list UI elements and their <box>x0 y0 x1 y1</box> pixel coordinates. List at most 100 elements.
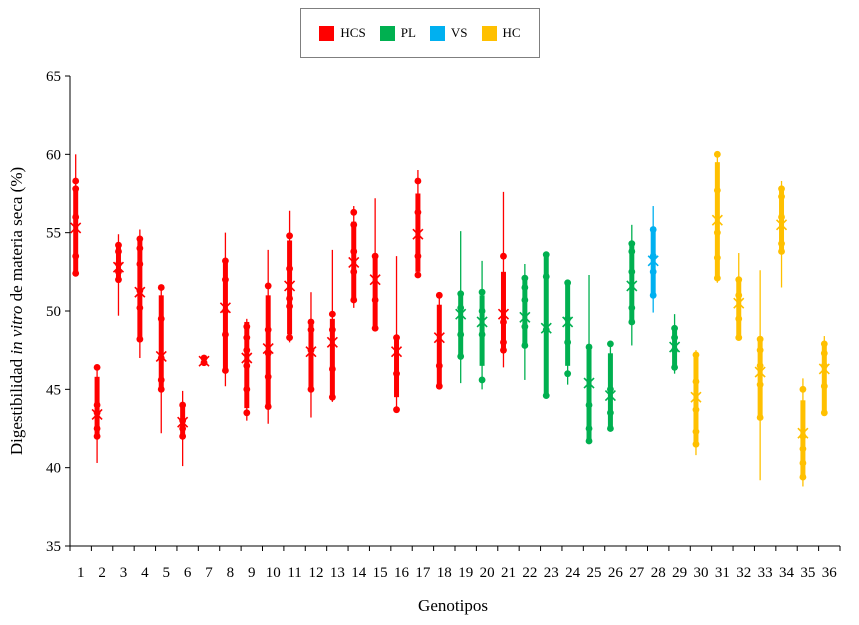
legend-swatch-pl <box>379 25 395 41</box>
data-point <box>179 401 187 409</box>
data-point <box>564 370 572 378</box>
data-point <box>393 370 400 378</box>
legend-item-pl: PL <box>379 25 416 41</box>
data-point <box>286 295 293 302</box>
box <box>693 353 699 445</box>
data-point <box>350 268 358 276</box>
mean-marker <box>348 256 360 268</box>
mean-marker <box>775 219 788 231</box>
box <box>372 256 378 327</box>
data-point <box>542 392 550 399</box>
x-tick-label: 27 <box>629 565 645 581</box>
x-tick-label: 18 <box>437 565 452 581</box>
data-point <box>585 425 593 432</box>
data-point <box>371 252 379 260</box>
data-point <box>115 241 122 249</box>
data-point <box>157 315 165 323</box>
data-point <box>286 232 293 240</box>
data-point <box>671 324 678 332</box>
x-tick-label: 11 <box>287 565 301 581</box>
y-tick-label: 50 <box>46 304 61 320</box>
mean-marker <box>604 390 616 402</box>
data-point <box>328 393 336 401</box>
data-point <box>457 331 465 338</box>
data-point <box>713 229 721 237</box>
box <box>565 281 571 366</box>
data-point <box>713 274 721 282</box>
data-point <box>820 382 828 390</box>
data-point <box>157 385 165 393</box>
data-point <box>72 185 80 193</box>
mean-marker <box>70 222 82 234</box>
mean-marker <box>497 308 510 320</box>
data-point <box>564 338 572 346</box>
data-point <box>93 409 101 417</box>
data-point <box>478 331 486 338</box>
data-point <box>157 376 165 384</box>
data-point <box>136 244 144 252</box>
data-point <box>692 378 700 385</box>
data-point <box>457 290 465 298</box>
data-point <box>500 338 507 346</box>
data-point <box>371 296 379 304</box>
data-point <box>607 409 614 417</box>
x-axis-label: Genotipos <box>418 596 488 615</box>
data-point <box>713 150 721 158</box>
box <box>222 260 228 371</box>
data-point <box>735 334 743 342</box>
data-point <box>799 445 807 453</box>
x-tick-label: 22 <box>522 565 537 581</box>
y-tick-label: 45 <box>46 382 61 398</box>
data-point <box>350 248 358 255</box>
x-tick-label: 7 <box>205 565 213 581</box>
x-tick-label: 20 <box>480 565 495 581</box>
data-point <box>72 213 80 221</box>
data-point <box>778 240 785 248</box>
data-point <box>628 304 636 312</box>
data-point <box>500 252 507 260</box>
data-point <box>72 252 80 260</box>
data-point <box>542 326 550 334</box>
mean-marker <box>433 332 445 344</box>
data-point <box>328 365 336 373</box>
x-tick-label: 19 <box>458 565 473 581</box>
legend-label-hcs: HCS <box>340 25 366 40</box>
data-point <box>628 240 636 248</box>
data-point <box>735 315 743 323</box>
mean-marker <box>177 416 189 428</box>
box <box>736 278 742 338</box>
data-point <box>756 381 764 389</box>
data-point <box>243 385 251 393</box>
data-point <box>264 349 272 357</box>
data-point <box>136 287 144 295</box>
data-point <box>222 276 229 284</box>
data-point <box>307 318 315 326</box>
data-point <box>564 279 572 287</box>
data-point <box>136 335 144 343</box>
x-tick-label: 2 <box>98 565 106 581</box>
data-point <box>115 268 122 276</box>
x-tick-label: 32 <box>736 565 751 581</box>
x-tick-label: 1 <box>77 565 85 581</box>
y-axis-label: Digestibilidad in vitro de materia seca … <box>7 167 27 455</box>
data-point <box>115 276 122 284</box>
data-point <box>478 376 486 384</box>
x-tick-label: 3 <box>120 565 128 581</box>
data-point <box>778 193 785 201</box>
data-point <box>264 326 272 334</box>
y-tick-label: 60 <box>46 147 61 163</box>
data-point <box>799 459 807 467</box>
box <box>821 343 827 412</box>
data-point <box>500 318 507 326</box>
data-point <box>179 417 187 425</box>
mean-marker <box>754 366 766 378</box>
mean-marker <box>733 297 745 309</box>
legend-item-hc: HC <box>481 25 521 41</box>
data-point <box>93 425 101 432</box>
data-point <box>307 385 315 393</box>
data-point <box>521 323 529 331</box>
box <box>287 240 293 335</box>
data-point <box>350 221 358 229</box>
legend: HCS PL VS HC <box>300 8 540 58</box>
mean-marker <box>455 308 467 320</box>
